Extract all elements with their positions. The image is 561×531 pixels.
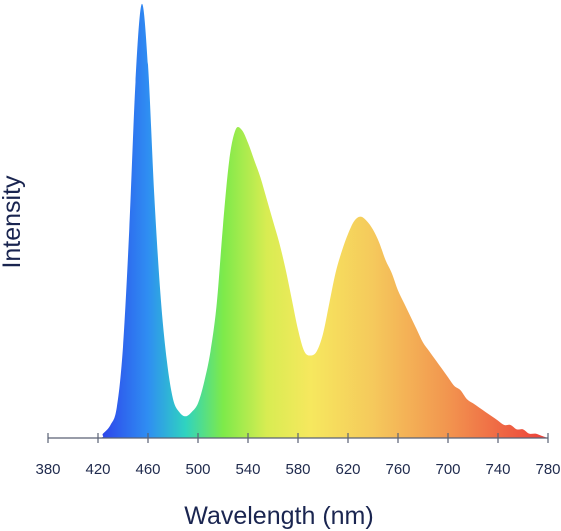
x-tick-label-7: 760 (385, 461, 410, 478)
x-tick-label-2: 460 (135, 461, 160, 478)
x-axis-title: Wavelength (nm) (184, 502, 373, 530)
x-tick-label-6: 620 (335, 461, 360, 478)
x-axis-ticks (47, 433, 549, 443)
x-tick-label-9: 740 (485, 461, 510, 478)
x-tick-label-10: 780 (535, 461, 560, 478)
x-tick-label-5: 580 (285, 461, 310, 478)
x-tick-label-0: 380 (35, 461, 60, 478)
x-tick-label-1: 420 (85, 461, 110, 478)
x-axis-tick-labels: 380 420 460 500 540 580 620 760 700 740 780 (35, 461, 560, 478)
x-tick-label-8: 700 (435, 461, 460, 478)
y-axis-title: Intensity (0, 175, 26, 269)
spectrum-area (48, 3, 548, 438)
x-tick-label-4: 540 (235, 461, 260, 478)
x-tick-label-3: 500 (185, 461, 210, 478)
